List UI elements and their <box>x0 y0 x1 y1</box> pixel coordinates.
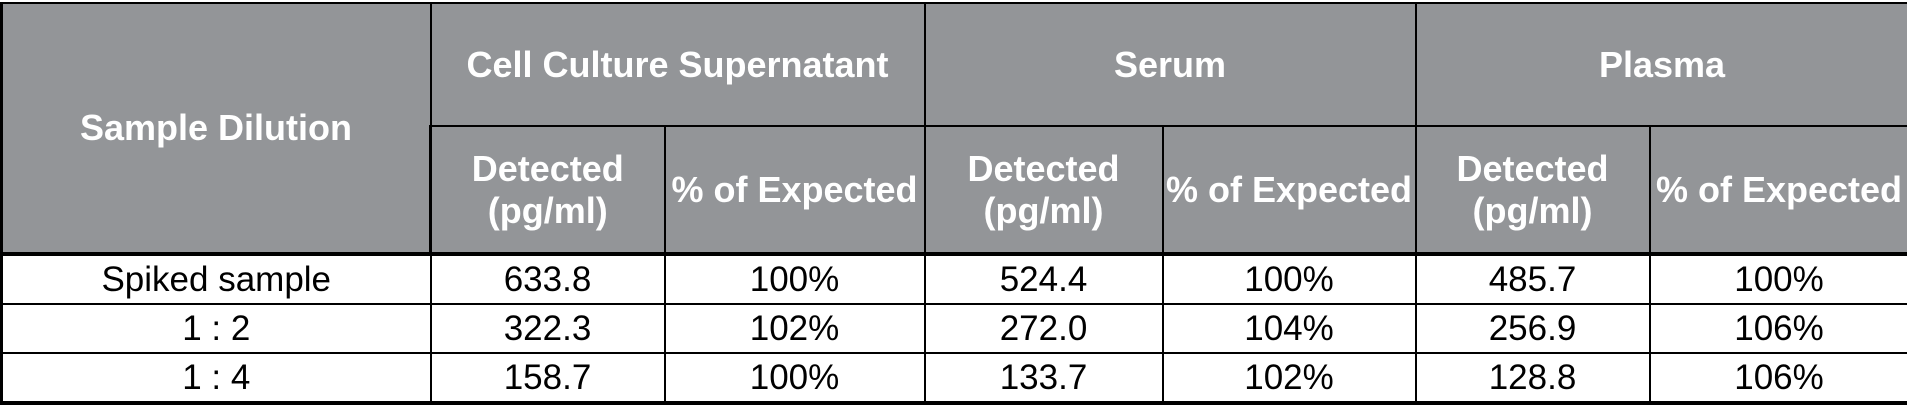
percent-expected-cell: 106% <box>1648 352 1907 405</box>
detected-cell: 485.7 <box>1414 252 1651 305</box>
header-group-plasma: Plasma <box>1414 2 1907 127</box>
percent-expected-cell: 106% <box>1648 303 1907 354</box>
percent-expected-cell: 104% <box>1161 303 1417 354</box>
detected-cell: 524.4 <box>923 252 1164 305</box>
detected-cell: 633.8 <box>429 252 666 305</box>
percent-expected-cell: 100% <box>663 352 926 405</box>
percent-expected-cell: 102% <box>663 303 926 354</box>
detected-cell: 272.0 <box>923 303 1164 354</box>
header-detected: Detected (pg/ml) <box>1414 125 1651 255</box>
header-detected: Detected (pg/ml) <box>923 125 1164 255</box>
row-label: 1 : 2 <box>0 303 432 354</box>
detected-cell: 158.7 <box>429 352 666 405</box>
header-percent-expected: % of Expected <box>663 125 926 255</box>
percent-expected-cell: 100% <box>1648 252 1907 305</box>
detected-cell: 128.8 <box>1414 352 1651 405</box>
table-row: Spiked sample 633.8 100% 524.4 100% 485.7 100% <box>0 252 1907 305</box>
header-percent-expected: % of Expected <box>1648 125 1907 255</box>
percent-expected-cell: 100% <box>663 252 926 305</box>
table-row: 1 : 2 322.3 102% 272.0 104% 256.9 106% <box>0 303 1907 354</box>
row-label: 1 : 4 <box>0 352 432 405</box>
detected-cell: 256.9 <box>1414 303 1651 354</box>
header-group-cell-culture: Cell Culture Supernatant <box>429 2 926 127</box>
header-percent-expected: % of Expected <box>1161 125 1417 255</box>
detected-cell: 322.3 <box>429 303 666 354</box>
header-sample-dilution: Sample Dilution <box>0 2 432 255</box>
table-row: 1 : 4 158.7 100% 133.7 102% 128.8 106% <box>0 352 1907 405</box>
row-label: Spiked sample <box>0 252 432 305</box>
percent-expected-cell: 100% <box>1161 252 1417 305</box>
detected-cell: 133.7 <box>923 352 1164 405</box>
percent-expected-cell: 102% <box>1161 352 1417 405</box>
header-group-serum: Serum <box>923 2 1417 127</box>
header-detected: Detected (pg/ml) <box>429 125 666 255</box>
